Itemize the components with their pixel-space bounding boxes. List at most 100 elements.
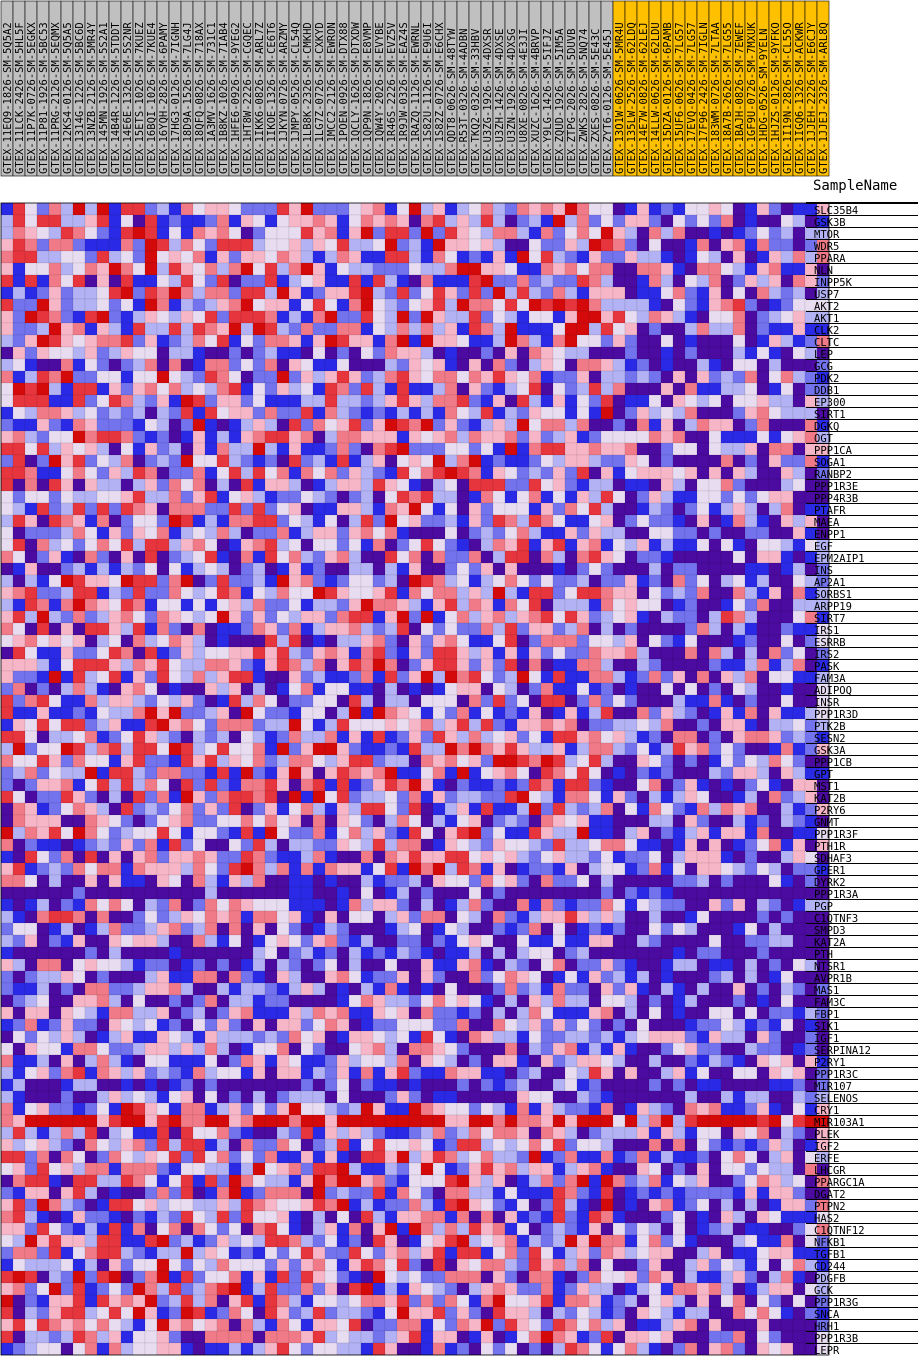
heatmap-cell bbox=[396, 1030, 410, 1044]
heatmap-cell bbox=[324, 358, 338, 372]
heatmap-cell bbox=[12, 622, 26, 636]
heatmap-cell bbox=[120, 226, 134, 240]
heatmap-cell bbox=[564, 274, 578, 288]
heatmap-cell bbox=[756, 670, 770, 684]
heatmap-cell bbox=[696, 694, 710, 708]
heatmap-cell bbox=[168, 346, 182, 360]
heatmap-cell bbox=[768, 574, 782, 588]
heatmap-cell bbox=[756, 610, 770, 624]
heatmap-cell bbox=[444, 706, 458, 720]
heatmap-cell bbox=[0, 766, 14, 780]
heatmap-cell bbox=[372, 550, 386, 564]
heatmap-cell bbox=[600, 970, 614, 984]
heatmap-cell bbox=[696, 778, 710, 792]
heatmap-cell bbox=[648, 202, 662, 216]
heatmap-cell bbox=[192, 322, 206, 336]
heatmap-cell bbox=[504, 598, 518, 612]
heatmap-cell bbox=[480, 550, 494, 564]
heatmap-cell bbox=[336, 634, 350, 648]
heatmap-cell bbox=[468, 826, 482, 840]
heatmap-cell bbox=[660, 574, 674, 588]
heatmap-cell bbox=[624, 682, 638, 696]
heatmap-cell bbox=[348, 478, 362, 492]
heatmap-cell bbox=[324, 934, 338, 948]
heatmap-cell bbox=[144, 970, 158, 984]
heatmap-cell bbox=[96, 802, 110, 816]
heatmap-cell bbox=[732, 838, 746, 852]
heatmap-cell bbox=[312, 598, 326, 612]
heatmap-cell bbox=[516, 334, 530, 348]
heatmap-cell bbox=[540, 886, 554, 900]
heatmap-cell bbox=[468, 778, 482, 792]
heatmap-cell bbox=[276, 1042, 290, 1056]
heatmap-cell bbox=[720, 574, 734, 588]
heatmap-cell bbox=[588, 214, 602, 228]
heatmap-cell bbox=[0, 718, 14, 732]
heatmap-cell bbox=[624, 898, 638, 912]
heatmap-cell bbox=[348, 958, 362, 972]
heatmap-cell bbox=[384, 202, 398, 216]
heatmap-cell bbox=[144, 742, 158, 756]
heatmap-cell bbox=[96, 790, 110, 804]
heatmap-cell bbox=[96, 982, 110, 996]
heatmap-cell bbox=[552, 898, 566, 912]
heatmap-cell bbox=[540, 382, 554, 396]
heatmap-cell bbox=[732, 826, 746, 840]
heatmap-cell bbox=[540, 802, 554, 816]
heatmap-cell bbox=[204, 742, 218, 756]
heatmap-cell bbox=[372, 1018, 386, 1032]
heatmap-cell bbox=[528, 598, 542, 612]
heatmap-cell bbox=[648, 1030, 662, 1044]
heatmap-cell bbox=[288, 358, 302, 372]
heatmap-cell bbox=[420, 826, 434, 840]
heatmap-cell bbox=[180, 490, 194, 504]
heatmap-cell bbox=[744, 694, 758, 708]
heatmap-cell bbox=[600, 346, 614, 360]
heatmap-cell bbox=[792, 766, 806, 780]
heatmap-cell bbox=[720, 430, 734, 444]
heatmap-cell bbox=[624, 370, 638, 384]
heatmap-cell bbox=[12, 958, 26, 972]
heatmap-cell bbox=[396, 910, 410, 924]
heatmap-cell bbox=[612, 442, 626, 456]
heatmap-cell bbox=[276, 370, 290, 384]
heatmap-cell bbox=[552, 454, 566, 468]
heatmap-cell bbox=[648, 514, 662, 528]
heatmap-cell bbox=[684, 214, 698, 228]
heatmap-cell bbox=[204, 610, 218, 624]
heatmap-cell bbox=[48, 562, 62, 576]
heatmap-cell bbox=[60, 802, 74, 816]
heatmap-cell bbox=[228, 346, 242, 360]
heatmap-cell bbox=[480, 814, 494, 828]
heatmap-cell bbox=[228, 298, 242, 312]
heatmap-cell bbox=[468, 922, 482, 936]
heatmap-cell bbox=[588, 358, 602, 372]
heatmap-cell bbox=[144, 238, 158, 252]
heatmap-cell bbox=[780, 562, 794, 576]
heatmap-cell bbox=[564, 694, 578, 708]
heatmap-cell bbox=[576, 574, 590, 588]
heatmap-cell bbox=[780, 922, 794, 936]
heatmap-cell bbox=[528, 706, 542, 720]
heatmap-cell bbox=[180, 1042, 194, 1056]
heatmap-cell bbox=[492, 430, 506, 444]
heatmap-cell bbox=[528, 922, 542, 936]
heatmap-cell bbox=[516, 814, 530, 828]
heatmap-cell bbox=[96, 310, 110, 324]
heatmap-cell bbox=[708, 694, 722, 708]
heatmap-cell bbox=[660, 646, 674, 660]
heatmap-cell bbox=[744, 502, 758, 516]
heatmap-cell bbox=[180, 874, 194, 888]
heatmap-cell bbox=[528, 538, 542, 552]
heatmap-cell bbox=[324, 478, 338, 492]
heatmap-cell bbox=[372, 430, 386, 444]
heatmap-cell bbox=[408, 622, 422, 636]
heatmap-cell bbox=[216, 514, 230, 528]
heatmap-cell bbox=[696, 526, 710, 540]
heatmap-cell bbox=[396, 622, 410, 636]
heatmap-cell bbox=[300, 298, 314, 312]
heatmap-cell bbox=[192, 502, 206, 516]
heatmap-cell bbox=[204, 394, 218, 408]
heatmap-cell bbox=[780, 334, 794, 348]
heatmap-cell bbox=[288, 1006, 302, 1020]
